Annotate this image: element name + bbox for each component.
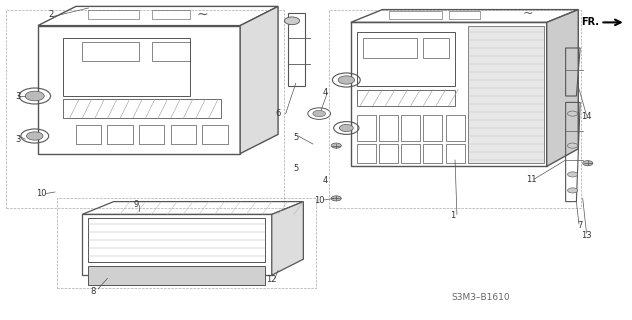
Circle shape xyxy=(568,188,578,193)
Circle shape xyxy=(568,143,578,148)
Text: 3: 3 xyxy=(15,135,20,144)
Text: 12: 12 xyxy=(267,276,277,284)
Circle shape xyxy=(284,17,300,25)
Text: 6: 6 xyxy=(276,109,281,118)
Text: 5: 5 xyxy=(293,164,298,172)
Text: 10: 10 xyxy=(36,189,46,198)
Polygon shape xyxy=(88,266,265,285)
Text: 9: 9 xyxy=(133,200,138,209)
Circle shape xyxy=(338,76,355,84)
Circle shape xyxy=(568,111,578,116)
Polygon shape xyxy=(240,6,278,154)
Text: 11: 11 xyxy=(526,175,536,184)
Text: 8: 8 xyxy=(91,287,96,296)
Text: ~: ~ xyxy=(523,7,533,20)
Text: 3: 3 xyxy=(15,92,20,100)
Text: S3M3–B1610: S3M3–B1610 xyxy=(451,293,509,302)
Text: 7: 7 xyxy=(578,221,583,230)
Text: 4: 4 xyxy=(323,176,328,185)
Text: 14: 14 xyxy=(581,112,592,121)
Circle shape xyxy=(583,161,593,166)
Text: 5: 5 xyxy=(293,133,298,142)
Circle shape xyxy=(27,132,43,140)
Text: ~: ~ xyxy=(197,7,208,21)
Polygon shape xyxy=(272,202,303,275)
Polygon shape xyxy=(468,26,544,163)
Circle shape xyxy=(25,91,44,101)
Text: 4: 4 xyxy=(323,88,328,97)
Circle shape xyxy=(313,110,325,117)
Circle shape xyxy=(331,143,341,148)
Circle shape xyxy=(568,172,578,177)
Text: FR.: FR. xyxy=(581,17,599,28)
Text: 10: 10 xyxy=(314,196,324,204)
Text: 1: 1 xyxy=(451,212,456,220)
Polygon shape xyxy=(547,10,578,166)
Text: 13: 13 xyxy=(581,231,592,240)
Circle shape xyxy=(339,124,353,132)
Circle shape xyxy=(331,196,341,201)
Text: 2: 2 xyxy=(48,10,53,19)
